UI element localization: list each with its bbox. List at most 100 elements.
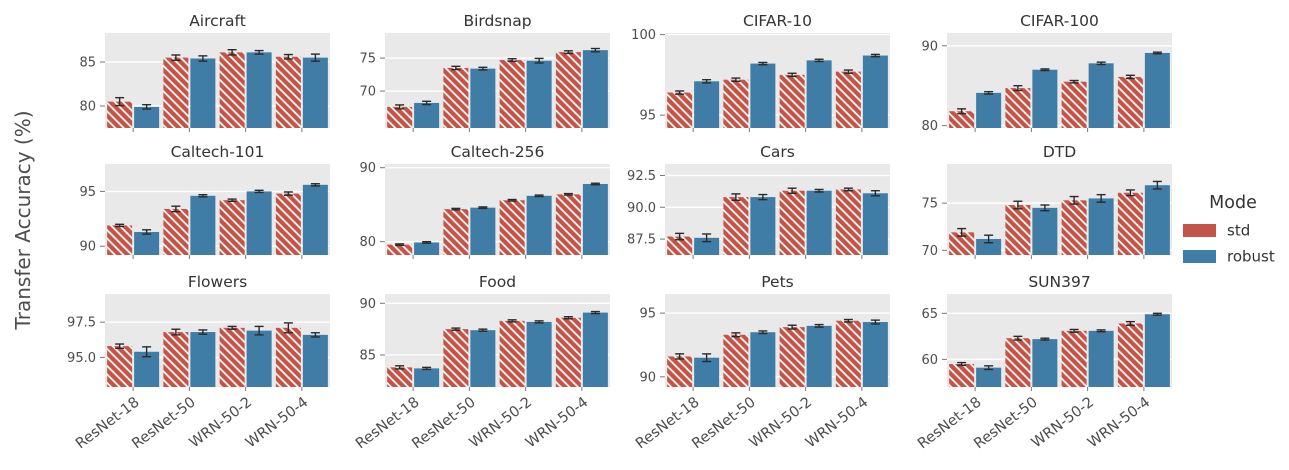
errorbar-robust-ResNet-18 bbox=[142, 346, 152, 358]
bar-std-WRN-50-4 bbox=[835, 320, 861, 387]
errorbar-std-ResNet-50 bbox=[451, 327, 461, 331]
errorbar-std-WRN-50-2 bbox=[227, 49, 237, 56]
legend-label-std: std bbox=[1227, 222, 1250, 240]
bar-robust-WRN-50-4 bbox=[302, 57, 328, 128]
bar-robust-ResNet-18 bbox=[414, 368, 440, 387]
errorbar-std-ResNet-18 bbox=[957, 108, 967, 115]
errorbar-std-ResNet-50 bbox=[731, 193, 741, 201]
y-tick-label: 80 bbox=[921, 119, 938, 134]
bar-robust-ResNet-50 bbox=[470, 330, 496, 387]
bar-robust-ResNet-18 bbox=[694, 81, 720, 128]
bar-std-ResNet-50 bbox=[163, 57, 189, 128]
bar-std-WRN-50-2 bbox=[499, 60, 525, 128]
bar-std-ResNet-50 bbox=[723, 334, 749, 387]
errorbar-std-WRN-50-4 bbox=[843, 318, 853, 323]
errorbar-robust-WRN-50-2 bbox=[1096, 193, 1106, 203]
bar-robust-WRN-50-2 bbox=[806, 60, 832, 129]
bar-robust-ResNet-50 bbox=[190, 332, 216, 387]
bar-robust-ResNet-18 bbox=[694, 237, 720, 255]
y-tick-label: 95 bbox=[639, 109, 656, 124]
bar-robust-WRN-50-4 bbox=[1144, 314, 1170, 387]
subplot-title: Pets bbox=[761, 273, 793, 291]
errorbar-std-ResNet-50 bbox=[171, 328, 181, 336]
bar-std-WRN-50-4 bbox=[555, 52, 581, 128]
errorbar-robust-ResNet-50 bbox=[478, 328, 488, 332]
x-category-label: WRN-50-2 bbox=[1029, 394, 1097, 451]
bar-robust-WRN-50-4 bbox=[582, 183, 608, 255]
bar-robust-WRN-50-4 bbox=[862, 193, 888, 255]
y-tick-label: 85 bbox=[79, 56, 96, 71]
subplot-Food: 8590ResNet-18ResNet-50WRN-50-2WRN-50-4Fo… bbox=[353, 273, 610, 452]
y-tick-label: 85 bbox=[359, 348, 376, 363]
bar-std-WRN-50-4 bbox=[1117, 192, 1143, 255]
errorbar-robust-ResNet-18 bbox=[702, 353, 712, 363]
bar-std-ResNet-18 bbox=[667, 356, 693, 387]
bar-std-WRN-50-2 bbox=[1061, 200, 1087, 255]
bar-std-WRN-50-4 bbox=[1117, 76, 1143, 128]
bar-std-WRN-50-4 bbox=[275, 56, 301, 128]
bar-std-WRN-50-4 bbox=[835, 189, 861, 255]
errorbar-robust-WRN-50-2 bbox=[534, 194, 544, 198]
y-tick-label: 90 bbox=[359, 297, 376, 312]
subplot-CIFAR-10: 95 100 CIFAR-10 bbox=[631, 12, 890, 132]
bar-std-ResNet-18 bbox=[667, 236, 693, 255]
errorbar-robust-ResNet-50 bbox=[758, 330, 768, 335]
errorbar-std-ResNet-18 bbox=[957, 361, 967, 367]
errorbar-robust-ResNet-18 bbox=[702, 233, 712, 243]
errorbar-robust-ResNet-50 bbox=[1040, 68, 1050, 72]
subplot-Caltech-256: 80 90 Caltech-256 bbox=[359, 143, 610, 259]
subplot-title: Caltech-256 bbox=[451, 143, 545, 161]
errorbar-robust-ResNet-50 bbox=[478, 206, 488, 210]
errorbar-robust-WRN-50-2 bbox=[1096, 329, 1106, 333]
bar-robust-WRN-50-2 bbox=[246, 52, 272, 128]
errorbar-robust-WRN-50-4 bbox=[1152, 180, 1162, 190]
errorbar-robust-WRN-50-2 bbox=[254, 325, 264, 336]
subplot-SUN397: 6065ResNet-18ResNet-50WRN-50-2WRN-50-4SU… bbox=[915, 273, 1172, 452]
errorbar-std-WRN-50-4 bbox=[283, 322, 293, 334]
errorbar-robust-ResNet-50 bbox=[478, 66, 488, 71]
errorbar-robust-WRN-50-4 bbox=[590, 310, 600, 315]
y-tick-label: 95 bbox=[639, 307, 656, 322]
subplot-Birdsnap: 70 75 Birdsnap bbox=[359, 12, 610, 132]
x-category-label: WRN-50-4 bbox=[1085, 394, 1153, 451]
bar-std-WRN-50-4 bbox=[835, 71, 861, 128]
bar-std-WRN-50-4 bbox=[555, 194, 581, 255]
errorbar-std-WRN-50-2 bbox=[507, 58, 517, 63]
subplot-DTD: 70 75 DTD bbox=[921, 143, 1172, 259]
errorbar-robust-ResNet-18 bbox=[142, 229, 152, 235]
y-tick-label: 92.5 bbox=[627, 169, 656, 184]
legend-swatch-robust bbox=[1183, 250, 1216, 263]
subplot-title: Food bbox=[479, 273, 516, 291]
subplot-Cars: 87.5 90.0 92.5 Cars bbox=[627, 143, 890, 259]
errorbar-std-WRN-50-2 bbox=[787, 324, 797, 330]
bar-robust-WRN-50-4 bbox=[302, 184, 328, 255]
errorbar-std-ResNet-18 bbox=[115, 96, 125, 107]
legend: Mode std robust bbox=[1183, 193, 1275, 266]
errorbar-std-ResNet-50 bbox=[1013, 200, 1023, 210]
y-tick-label: 70 bbox=[359, 85, 376, 100]
errorbar-std-WRN-50-4 bbox=[563, 316, 573, 320]
bar-std-WRN-50-4 bbox=[275, 327, 301, 387]
subplot-title: SUN397 bbox=[1028, 273, 1090, 291]
legend-label-robust: robust bbox=[1227, 248, 1275, 266]
bar-robust-WRN-50-2 bbox=[1088, 330, 1114, 387]
errorbar-robust-ResNet-18 bbox=[422, 100, 432, 106]
bar-robust-ResNet-18 bbox=[414, 242, 440, 255]
errorbar-robust-WRN-50-4 bbox=[310, 183, 320, 187]
errorbar-std-ResNet-18 bbox=[957, 227, 967, 237]
errorbar-robust-WRN-50-4 bbox=[1152, 51, 1162, 55]
errorbar-std-ResNet-50 bbox=[171, 54, 181, 61]
errorbar-robust-WRN-50-2 bbox=[534, 57, 544, 64]
y-tick-label: 100 bbox=[631, 28, 656, 43]
bar-std-WRN-50-2 bbox=[779, 327, 805, 387]
bar-robust-WRN-50-4 bbox=[862, 55, 888, 128]
errorbar-robust-WRN-50-2 bbox=[814, 188, 824, 193]
subplot-Pets: 9095ResNet-18ResNet-50WRN-50-2WRN-50-4Pe… bbox=[633, 273, 890, 452]
bar-std-WRN-50-2 bbox=[499, 200, 525, 255]
errorbar-std-WRN-50-2 bbox=[227, 198, 237, 202]
bar-robust-WRN-50-2 bbox=[526, 195, 552, 255]
x-category-label: WRN-50-4 bbox=[523, 394, 591, 451]
legend-title: Mode bbox=[1209, 193, 1257, 213]
bar-robust-ResNet-50 bbox=[190, 195, 216, 255]
